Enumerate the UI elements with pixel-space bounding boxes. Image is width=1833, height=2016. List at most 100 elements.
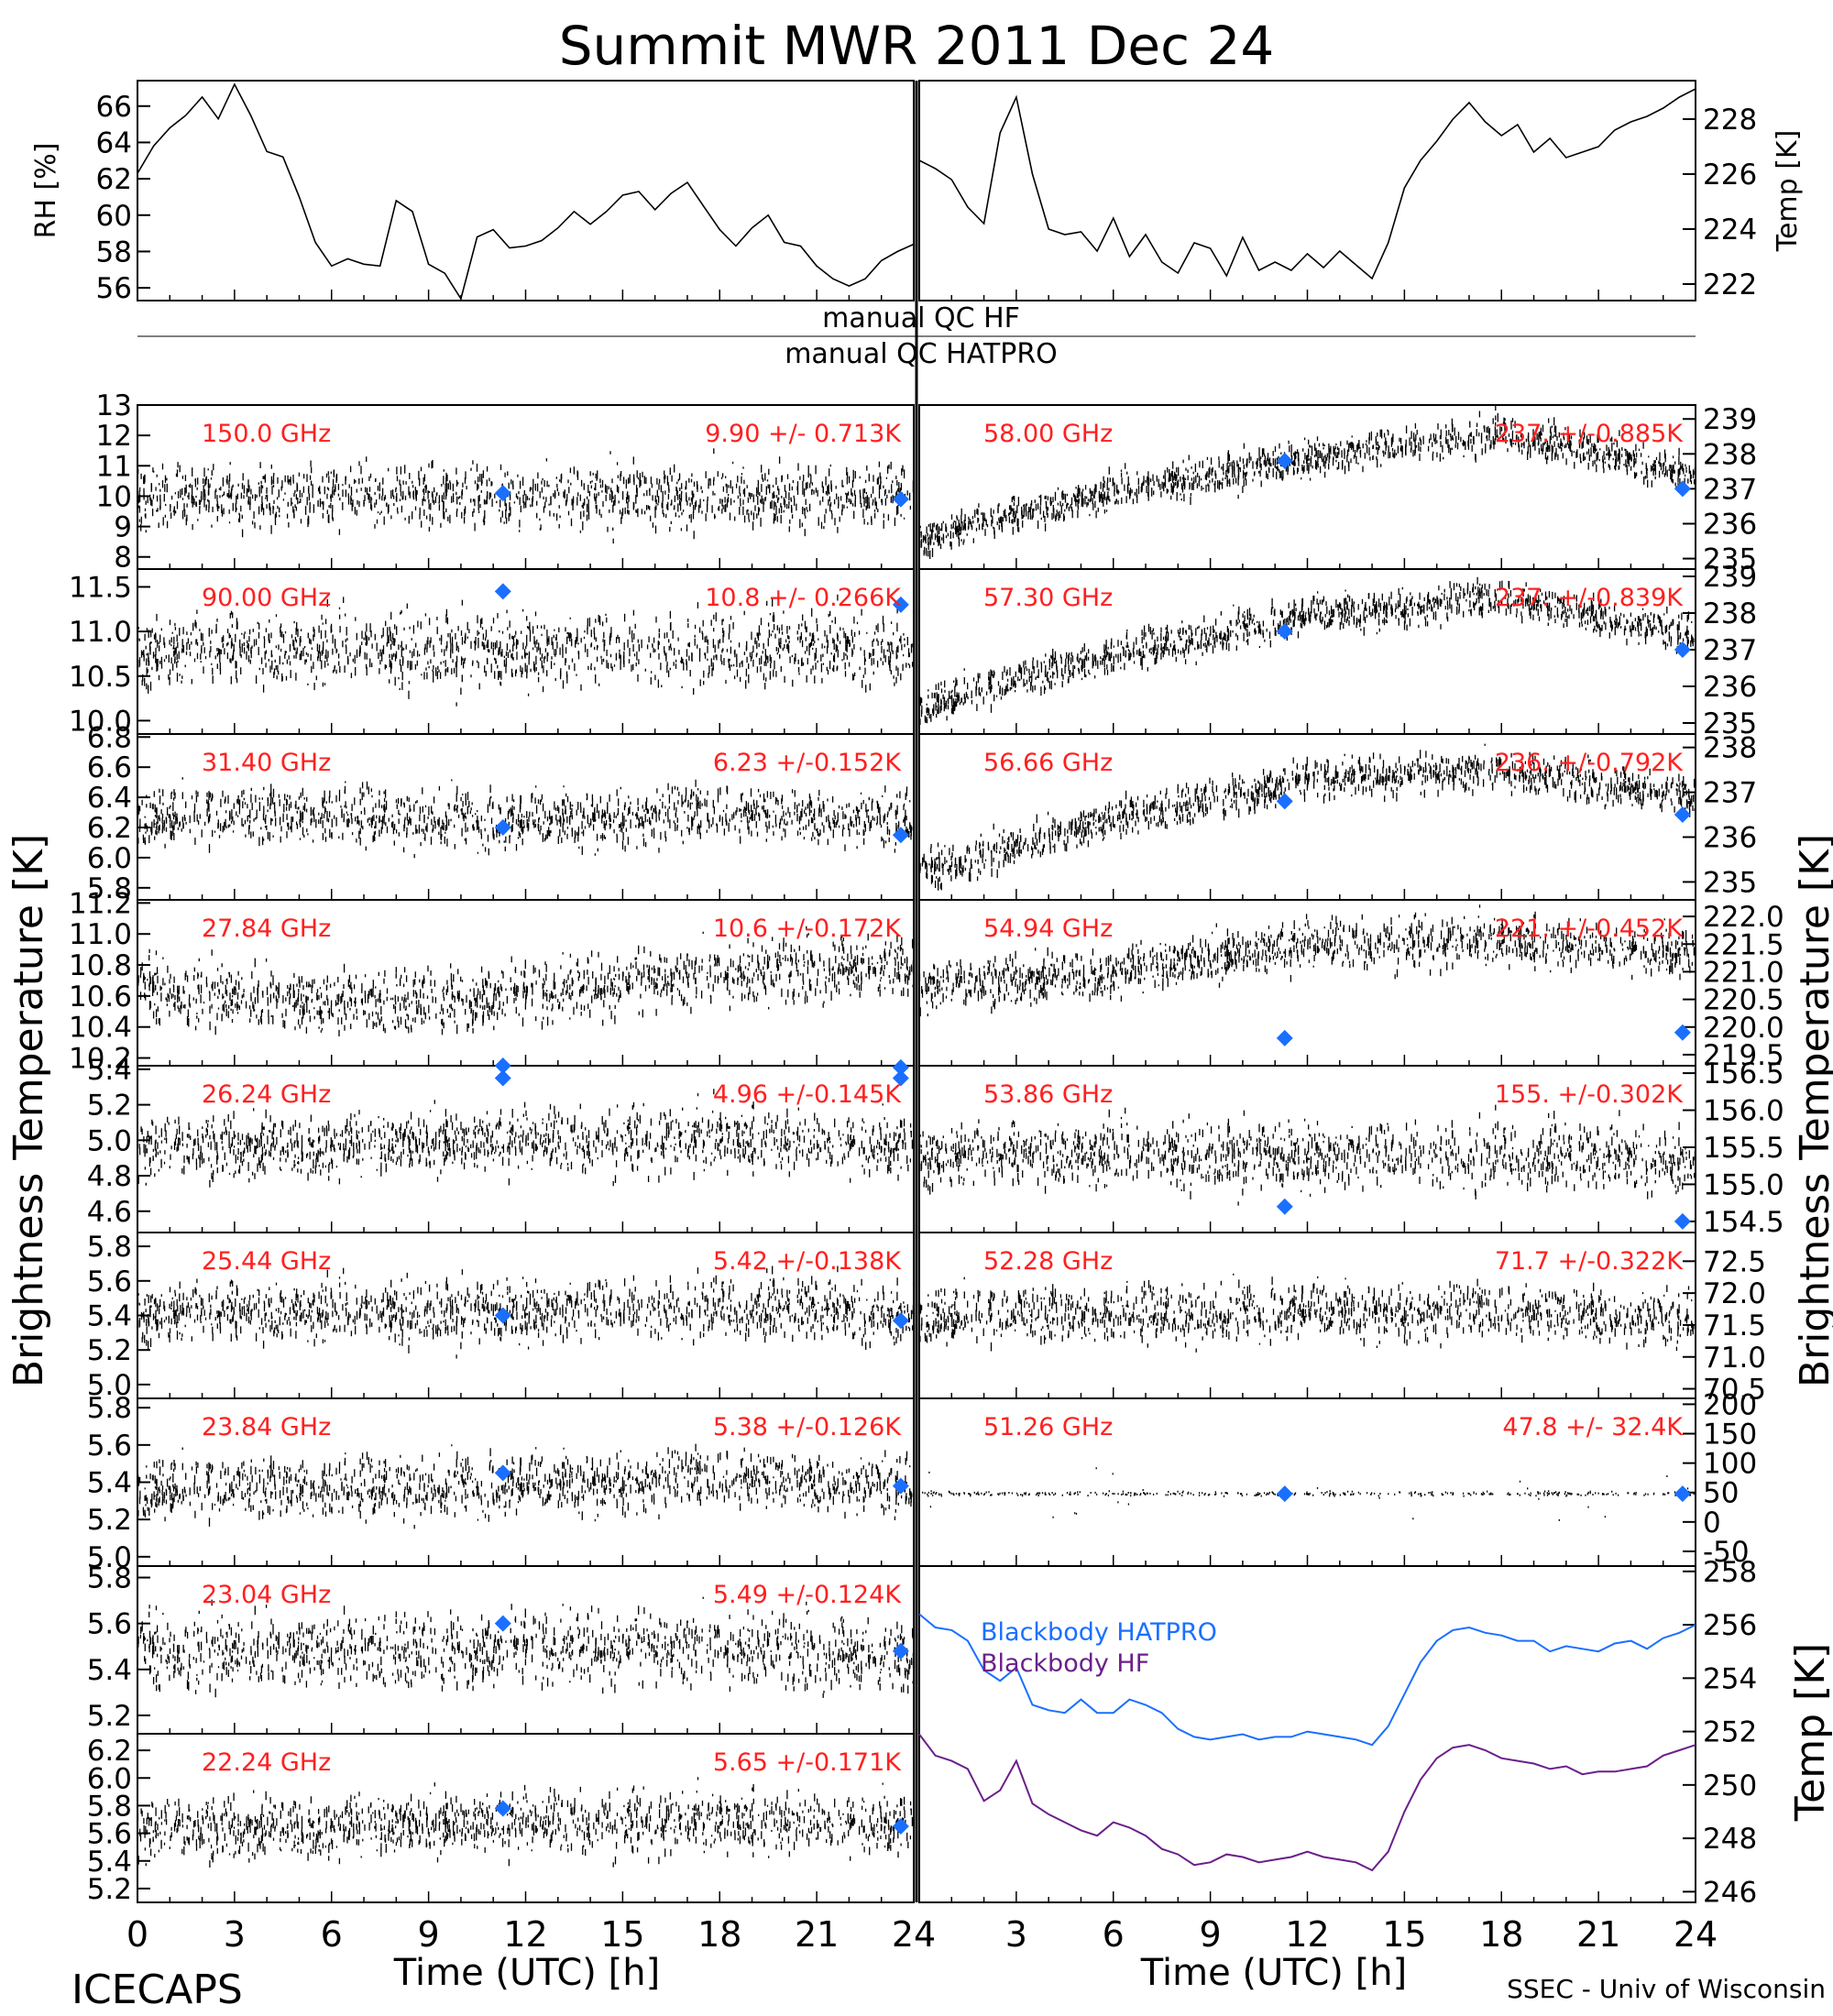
ch2384-stat-label: 5.38 +/-0.126K [713,1413,902,1441]
ch314-ytick-label: 6.4 [87,782,132,815]
left-xtick-label-9: 9 [418,1914,440,1955]
ch314-points [137,777,913,859]
ch5666-ytick-label: 238 [1703,732,1757,765]
ch2544-ytick-label: 5.8 [87,1231,132,1264]
ch573-ytick-label: 236 [1703,671,1757,704]
right-xtick-label-15: 15 [1382,1914,1426,1955]
ch2304-stat-label: 5.49 +/-0.124K [713,1581,902,1609]
ch150-ytick-label: 8 [114,542,132,575]
ch2224-ytick-label: 6.0 [87,1762,132,1795]
ch5666-ytick-label: 237 [1703,777,1757,810]
ch2224-data-cloud [137,1777,914,1868]
ch5494-ytick-label: 219.5 [1703,1039,1784,1072]
ch90-sounding-marker-1 [892,596,909,613]
legend-blackbody-hatpro: Blackbody HATPRO [981,1618,1217,1647]
blackbody-ytick-label: 248 [1703,1823,1757,1856]
ch5494-ytick-label: 221.0 [1703,956,1784,989]
ch2784-ytick-label: 11.2 [69,887,132,920]
blackbody-ytick-label: 254 [1703,1662,1757,1695]
ch2304-points [137,1596,914,1698]
ch2384-ytick-label: 5.0 [87,1541,132,1574]
ch5666-data-cloud [919,743,1696,891]
ch5666-ytick-label: 236 [1703,822,1757,855]
left-xtick-label-21: 21 [795,1914,839,1955]
ch5666-sounding-marker-0 [1276,793,1293,810]
ch2544-stat-label: 5.42 +/-0.138K [713,1247,902,1276]
ch314-freq-label: 31.40 GHz [202,749,331,777]
ch5228-stat-label: 71.7 +/-0.322K [1495,1247,1684,1276]
ch314-sounding-marker-0 [494,819,511,837]
ch2224-ytick-label: 5.6 [87,1818,132,1851]
y-axis-label-main-right: Brightness Temperature [K] [1792,834,1833,1387]
ch2224-ytick-label: 6.2 [87,1735,132,1768]
ch2304-ytick-label: 5.8 [87,1562,132,1595]
ch5228-data-cloud [919,1273,1695,1353]
ch573-data-cloud [919,576,1695,725]
left-xtick-label-6: 6 [321,1914,343,1955]
ch2224-ytick-label: 5.4 [87,1846,132,1879]
ch573-ytick-label: 239 [1703,561,1757,594]
ch5494-ytick-label: 220.5 [1703,984,1784,1017]
x-axes: 0 3 6 9 12 15 18 21 24 3 6 9 12 15 18 21 24 [126,1914,1718,1955]
rh-ytick-label: 62 [96,163,132,196]
ch2784-freq-label: 27.84 GHz [202,915,331,943]
ch58-ytick-label: 238 [1703,438,1757,471]
ch5228-ytick-label: 72.0 [1703,1277,1766,1310]
ch2784-ytick-label: 10.6 [69,981,132,1013]
ch5666-sounding-marker-1 [1674,806,1691,824]
ch5228-ytick-label: 72.5 [1703,1245,1766,1278]
ch573-ytick-label: 237 [1703,634,1757,667]
temp-ytick-label: 226 [1703,159,1757,192]
ch5494-sounding-marker-1 [1674,1024,1691,1041]
ch2384-points [137,1443,913,1529]
ch2624-data-cloud [137,1089,914,1188]
right-xtick-label-12: 12 [1285,1914,1329,1955]
ch2304-sounding-marker-1 [892,1642,909,1660]
ch58-ytick-label: 235 [1703,543,1757,576]
ch5386-points [919,1104,1696,1206]
ch150-freq-label: 150.0 GHz [202,420,331,448]
ch314-stat-label: 6.23 +/-0.152K [713,749,902,777]
ch573-points [919,576,1695,725]
series-blackbody-hf [918,1733,1696,1872]
ch5386-sounding-marker-0 [1276,1198,1293,1215]
blackbody-ytick-label: 252 [1703,1716,1757,1749]
ch5386-ytick-label: 154.5 [1703,1206,1784,1239]
ch5228-ytick-label: 71.0 [1703,1342,1766,1375]
ch5386-sounding-marker-1 [1674,1212,1691,1230]
ch5494-stat-label: 221. +/-0.452K [1495,915,1684,943]
ch2384-freq-label: 23.84 GHz [202,1413,331,1441]
ch150-ytick-label: 13 [96,389,132,422]
rh-ytick-label: 66 [96,91,132,124]
ch58-data-cloud [919,405,1696,559]
ch2304-ytick-label: 5.4 [87,1654,132,1687]
ch2784-ytick-label: 11.0 [69,918,132,951]
ch90-sounding-marker-0 [494,583,511,600]
ch5126-ytick-label: 100 [1703,1448,1757,1481]
ch2784-ytick-label: 10.4 [69,1012,132,1045]
ch5386-ytick-label: 155.0 [1703,1168,1784,1201]
rh-ylabel: RH [%] [30,143,62,239]
ch58-points [919,405,1696,559]
qc-label-hatpro: manual QC HATPRO [785,338,1058,370]
ch5126-ytick-label: 200 [1703,1388,1757,1421]
ch90-ytick-label: 10.0 [69,705,132,738]
ch5126-data-cloud [922,1467,1695,1521]
ch5494-ytick-label: 220.0 [1703,1012,1784,1045]
ch2224-sounding-marker-1 [892,1818,909,1835]
temp-line [918,88,1696,280]
ch314-data-cloud [137,777,913,859]
ch58-freq-label: 58.00 GHz [983,420,1113,448]
ch2544-points [137,1265,914,1359]
ch5228-points [919,1273,1695,1353]
ch2544-data-cloud [137,1265,914,1359]
ch5494-points [919,904,1696,1017]
ch58-ytick-label: 236 [1703,508,1757,541]
ch2224-points [137,1777,914,1868]
ch150-ytick-label: 11 [96,450,132,483]
ch2624-ytick-label: 5.4 [87,1054,132,1087]
ch2544-ytick-label: 5.4 [87,1300,132,1333]
temp-ytick-label: 224 [1703,214,1757,247]
